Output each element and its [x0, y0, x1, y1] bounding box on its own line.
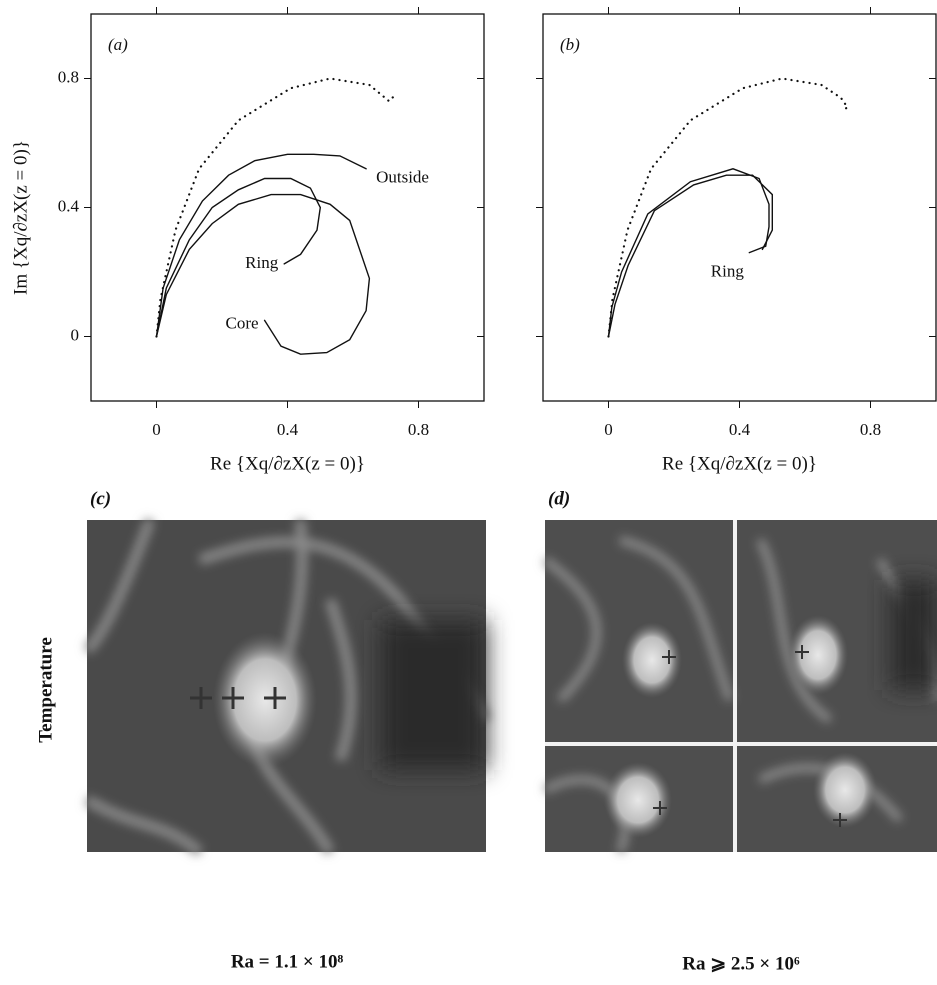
curve	[155, 193, 371, 355]
curve	[155, 177, 322, 338]
y-tick-label: 0.8	[58, 67, 79, 86]
y-tick-label: 0.4	[58, 196, 80, 215]
curve	[155, 77, 397, 338]
x-axis-title: Re {Xq/∂zX(z = 0)}	[210, 453, 365, 474]
curve	[155, 153, 367, 338]
temperature-image-d	[542, 520, 937, 854]
panel-label: (c)	[90, 488, 111, 509]
x-tick-label: 0.8	[408, 420, 429, 439]
x-tick-label: 0.8	[860, 420, 881, 439]
panel-label: (b)	[560, 35, 580, 54]
x-tick-label: 0.4	[277, 420, 299, 439]
plot-frame	[90, 13, 485, 402]
curve	[607, 174, 773, 338]
curve-label: Outside	[376, 168, 429, 187]
panel-label: (a)	[108, 35, 128, 54]
y-axis-title: Im {Xq/∂zX(z = 0)}	[10, 140, 31, 295]
curve-label: Ring	[711, 262, 745, 281]
curve	[607, 168, 770, 338]
temperature-image-c	[83, 518, 491, 856]
x-tick-label: 0	[152, 420, 161, 439]
curve-label: Ring	[245, 253, 279, 272]
side-label: Temperature	[35, 637, 56, 743]
x-tick-label: 0	[604, 420, 613, 439]
panel-label: (d)	[548, 488, 570, 509]
x-axis-title: Re {Xq/∂zX(z = 0)}	[662, 453, 817, 474]
y-tick-label: 0	[71, 325, 80, 344]
curve-label: Core	[226, 313, 259, 332]
plot-frame	[542, 13, 937, 402]
curve	[607, 77, 850, 338]
x-tick-label: 0.4	[729, 420, 751, 439]
caption: Ra ⩾ 2.5 × 10⁶	[682, 953, 800, 974]
caption: Ra = 1.1 × 10⁸	[231, 951, 344, 972]
